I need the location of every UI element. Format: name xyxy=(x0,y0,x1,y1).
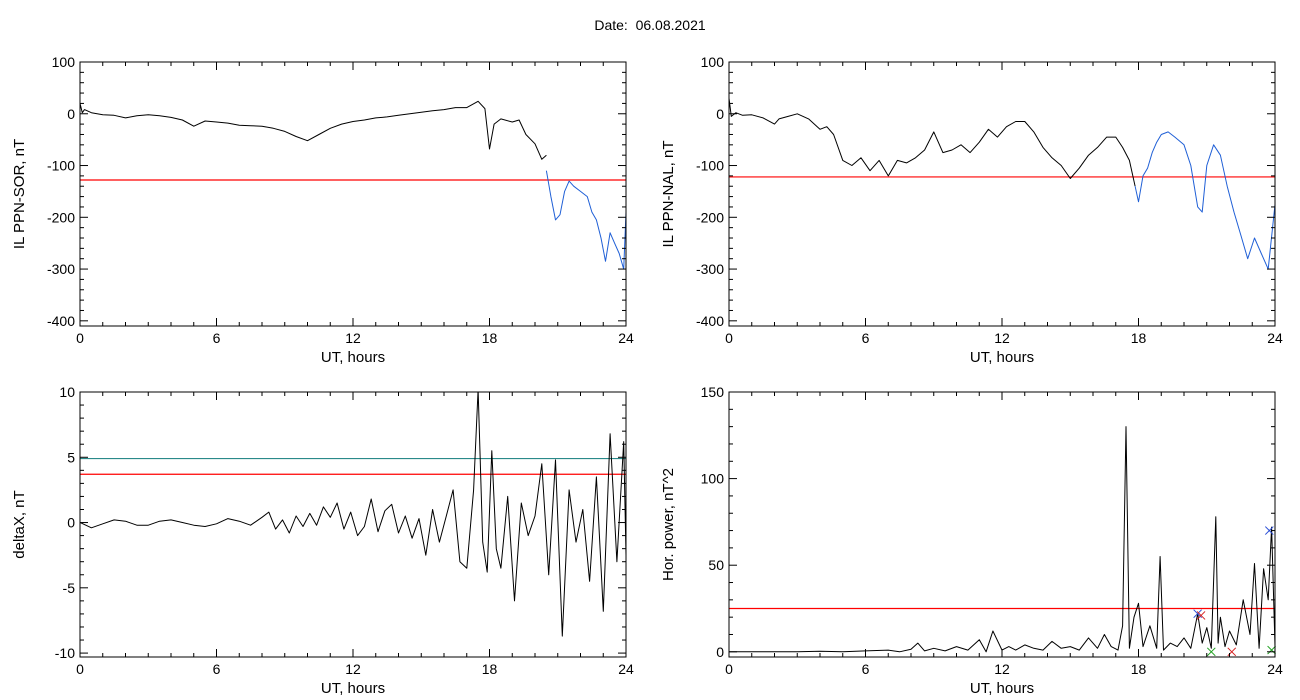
y-tick-label: 100 xyxy=(52,54,76,70)
y-tick-label: -100 xyxy=(47,158,75,174)
y-tick-label: -300 xyxy=(47,261,75,277)
x-tick-label: 18 xyxy=(1131,330,1147,346)
y-tick-label: -100 xyxy=(696,158,724,174)
x-tick-label: 6 xyxy=(862,661,870,677)
panel-deltax: 0 6 12 18 24 UT, hours 10 5 0 -5 -10 deltaX, nT xyxy=(11,384,634,697)
series-line-0 xyxy=(80,392,626,637)
marker-2 xyxy=(1206,647,1216,657)
x-tick-label: 6 xyxy=(213,661,221,677)
y-tick-label: -300 xyxy=(696,261,724,277)
x-tick-label: 0 xyxy=(725,661,733,677)
marker-1 xyxy=(1196,611,1206,620)
x-tick-label: 18 xyxy=(482,661,498,677)
y-axis-label: IL PPN-SOR, nT xyxy=(11,139,28,249)
y-tick-label: -200 xyxy=(696,209,724,225)
y-tick-label: -200 xyxy=(47,209,75,225)
x-tick-label: 12 xyxy=(345,661,361,677)
marker-5 xyxy=(1267,645,1276,655)
plot-frame xyxy=(79,391,627,658)
x-tick-label: 0 xyxy=(725,330,733,346)
marker-3 xyxy=(1227,647,1237,657)
x-tick-label: 0 xyxy=(76,661,84,677)
series-line-0 xyxy=(729,426,1275,653)
x-tick-label: 6 xyxy=(862,330,870,346)
x-axis-label: UT, hours xyxy=(970,349,1034,366)
panel-il-sor: 0 6 12 18 24 UT, hours 100 0 -100 -200 -300 -400 IL … xyxy=(11,54,634,366)
x-tick-label: 24 xyxy=(618,330,634,346)
y-tick-label: 100 xyxy=(701,471,725,487)
x-axis-label: UT, hours xyxy=(321,680,385,697)
y-tick-label: 5 xyxy=(67,449,75,465)
plot-frame xyxy=(79,61,627,327)
x-tick-label: 24 xyxy=(1267,330,1283,346)
plot-frame xyxy=(728,391,1276,658)
x-tick-label: 12 xyxy=(994,661,1010,677)
y-tick-label: 0 xyxy=(716,106,724,122)
y-axis-label: deltaX, nT xyxy=(11,490,28,558)
y-tick-label: 50 xyxy=(708,557,724,573)
panel-hor-power: 0 6 12 18 24 UT, hours 150 100 50 0 Hor. power, nT… xyxy=(660,384,1283,697)
marker-stroke xyxy=(1206,647,1216,657)
x-tick-label: 0 xyxy=(76,330,84,346)
x-tick-label: 18 xyxy=(1131,661,1147,677)
y-tick-label: 0 xyxy=(67,515,75,531)
x-axis-label: UT, hours xyxy=(970,680,1034,697)
x-tick-label: 6 xyxy=(213,330,221,346)
y-tick-label: -5 xyxy=(63,580,76,596)
series-line-1 xyxy=(545,170,626,270)
panel-il-nal: 0 6 12 18 24 UT, hours 100 0 -100 -200 -300 -400 IL … xyxy=(660,54,1283,366)
x-axis-label: UT, hours xyxy=(321,349,385,366)
marker-stroke xyxy=(1196,611,1206,620)
x-tick-label: 24 xyxy=(1267,661,1283,677)
y-tick-label: -10 xyxy=(55,645,75,661)
series-line-1 xyxy=(1134,131,1275,270)
y-tick-label: 10 xyxy=(59,384,75,400)
x-tick-label: 12 xyxy=(345,330,361,346)
plot-frame xyxy=(728,61,1276,327)
marker-stroke xyxy=(1267,645,1276,655)
y-tick-label: 100 xyxy=(701,54,725,70)
marker-4 xyxy=(1264,526,1274,535)
x-tick-label: 12 xyxy=(994,330,1010,346)
y-axis-label: IL PPN-NAL, nT xyxy=(660,141,677,248)
x-tick-label: 24 xyxy=(618,661,634,677)
x-tick-label: 18 xyxy=(482,330,498,346)
y-axis-label: Hor. power, nT^2 xyxy=(660,468,677,581)
series-line-0 xyxy=(729,98,1136,187)
series-line-0 xyxy=(80,100,547,160)
y-tick-label: -400 xyxy=(47,313,75,329)
page-title: Date: 06.08.2021 xyxy=(594,17,706,33)
y-tick-label: 150 xyxy=(701,384,725,400)
y-tick-label: 0 xyxy=(716,644,724,660)
marker-stroke xyxy=(1193,609,1203,619)
marker-stroke xyxy=(1264,526,1274,535)
y-tick-label: 0 xyxy=(67,106,75,122)
y-tick-label: -400 xyxy=(696,313,724,329)
